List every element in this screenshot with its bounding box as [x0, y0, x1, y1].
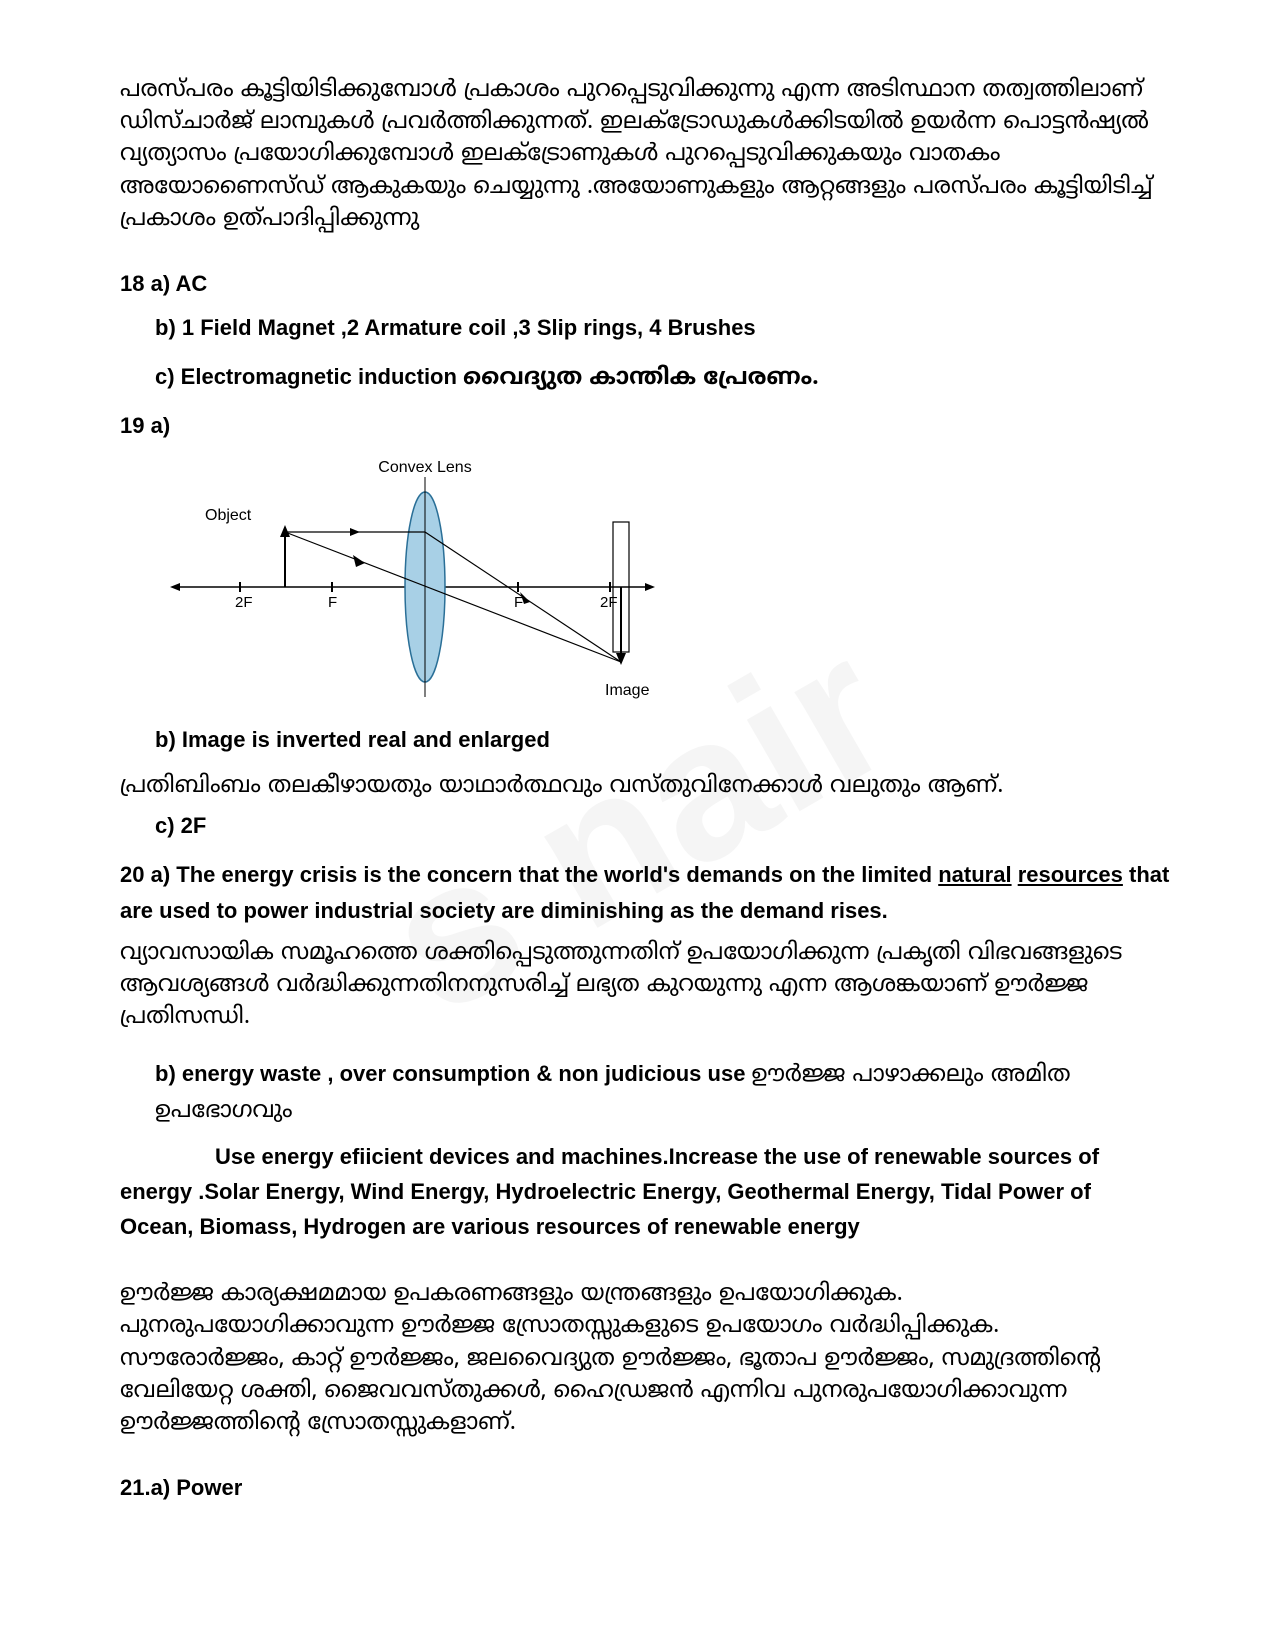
- q20-a-en: 20 a) The energy crisis is the concern t…: [120, 857, 1170, 927]
- image-label-text: Image: [605, 682, 650, 699]
- q18-c-en: c) Electromagnetic induction: [155, 364, 463, 389]
- q18-b: b) 1 Field Magnet ,2 Armature coil ,3 Sl…: [155, 315, 1170, 341]
- q20-b-ans-en: Use energy efiicient devices and machine…: [120, 1139, 1170, 1245]
- q20-b-en: b) energy waste , over consumption & non…: [155, 1061, 752, 1086]
- q19-b-en: b) Image is inverted real and enlarged: [155, 727, 1170, 753]
- q18-c: c) Electromagnetic induction വൈദ്യുത കാന…: [155, 359, 1170, 395]
- svg-text:F: F: [328, 594, 337, 611]
- q19-b-ml: പ്രതിബിംബം തലകീഴായതും യാഥാർത്ഥവും വസ്തുവ…: [120, 771, 1170, 803]
- q20-a-en-p1: 20 a) The energy crisis is the concern t…: [120, 862, 938, 887]
- svg-text:2F: 2F: [600, 594, 618, 611]
- q21-a: 21.a) Power: [120, 1475, 1170, 1501]
- q20-a-ml: വ്യാവസായിക സമൂഹത്തെ ശക്തിപ്പെടുത്തുന്നതി…: [120, 938, 1170, 1035]
- svg-text:2F: 2F: [235, 594, 253, 611]
- q18-a: 18 a) AC: [120, 271, 1170, 297]
- intro-paragraph: പരസ്പരം കൂട്ടിയിടിക്കുമ്പോൾ പ്രകാശം പുറപ…: [120, 75, 1170, 236]
- q19-label: 19 a): [120, 413, 1170, 439]
- q18-c-ml: വൈദ്യുത കാന്തിക പ്രേരണം.: [463, 364, 819, 393]
- svg-text:F: F: [514, 594, 523, 611]
- q20-a-en-u1: natural: [938, 862, 1011, 887]
- q20-b: b) energy waste , over consumption & non…: [155, 1056, 1170, 1128]
- page-content: പരസ്പരം കൂട്ടിയിടിക്കുമ്പോൾ പ്രകാശം പുറപ…: [120, 75, 1170, 1501]
- diagram-title-text: Convex Lens: [378, 459, 471, 476]
- q20-b-ans-ml: ഊർജ്ജ കാര്യക്ഷമമായ ഉപകരണങ്ങളും യന്ത്രങ്ങ…: [120, 1279, 1170, 1440]
- q20-a-en-u2: resources: [1018, 862, 1123, 887]
- q20-b-ans-en-text: Use energy efiicient devices and machine…: [120, 1144, 1099, 1239]
- q19-c: c) 2F: [155, 813, 1170, 839]
- lens-diagram: Convex Lens Object Image 2F F F 2F: [150, 457, 680, 707]
- object-label-text: Object: [205, 507, 252, 524]
